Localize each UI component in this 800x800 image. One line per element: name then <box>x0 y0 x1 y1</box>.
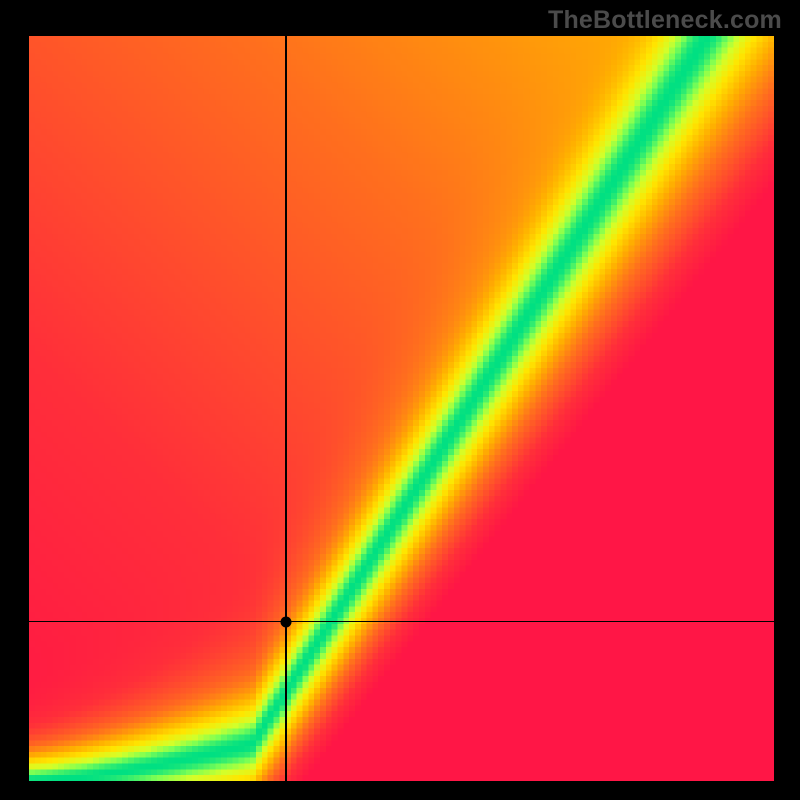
attribution-text: TheBottleneck.com <box>548 6 782 35</box>
crosshair-vertical <box>285 36 286 781</box>
heatmap-canvas <box>29 36 774 781</box>
heatmap-plot <box>29 36 774 781</box>
crosshair-horizontal <box>29 621 774 622</box>
marker-dot <box>281 616 292 627</box>
